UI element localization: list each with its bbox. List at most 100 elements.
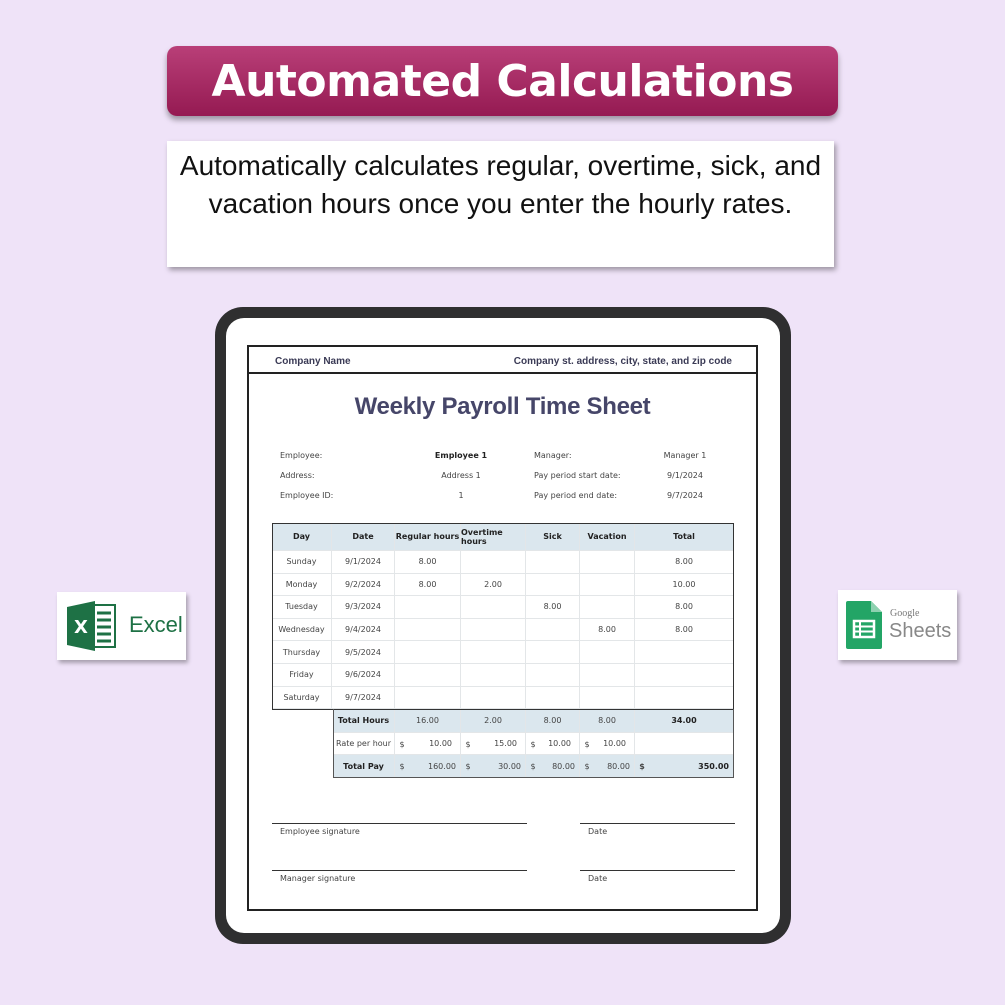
- excel-badge: X Excel: [57, 592, 186, 660]
- employee-value: Employee 1: [434, 451, 488, 460]
- sheets-label: Sheets: [889, 620, 952, 642]
- day-cell: Tuesday: [272, 596, 332, 619]
- sheet-header: Company Name Company st. address, city, …: [249, 347, 756, 374]
- currency-symbol: $: [584, 762, 590, 771]
- hours-cell: [580, 551, 635, 574]
- hours-cell: [526, 641, 580, 664]
- hours-cell: 8.00: [395, 551, 461, 574]
- column-header: Vacation: [580, 523, 635, 551]
- column-header: Regular hours: [395, 523, 461, 551]
- date-cell: 9/1/2024: [332, 551, 395, 574]
- hours-cell: [461, 596, 526, 619]
- employee-signature-line: Employee signature: [272, 823, 527, 836]
- currency-symbol: $: [399, 739, 405, 749]
- date-cell: 9/3/2024: [332, 596, 395, 619]
- hours-cell: [395, 664, 461, 687]
- total-hours-value: 8.00: [580, 709, 635, 733]
- rate-value: 10.00: [580, 733, 635, 755]
- hours-cell: [580, 686, 635, 710]
- subtitle: Automatically calculates regular, overti…: [167, 141, 834, 267]
- timesheet: Company Name Company st. address, city, …: [247, 345, 758, 911]
- google-label: Google: [890, 608, 920, 619]
- total-hours-value: 16.00: [395, 709, 461, 733]
- hours-cell: [461, 664, 526, 687]
- start-date-label: Pay period start date:: [534, 471, 621, 480]
- manager-value: Manager 1: [663, 451, 707, 460]
- svg-text:X: X: [74, 617, 88, 638]
- hours-cell: [526, 573, 580, 597]
- employee-id-value: 1: [458, 491, 464, 500]
- employee-label: Employee:: [280, 451, 323, 460]
- banner-title: Automated Calculations: [167, 46, 838, 116]
- day-cell: Thursday: [272, 641, 332, 664]
- manager-signature-line: Manager signature: [272, 870, 527, 883]
- day-cell: Saturday: [272, 686, 332, 710]
- hours-cell: [526, 551, 580, 574]
- hours-cell: 8.00: [395, 573, 461, 597]
- hours-cell: [461, 551, 526, 574]
- currency-symbol: $: [465, 739, 471, 749]
- manager-label: Manager:: [534, 451, 572, 460]
- rate-label: Rate per hour: [333, 733, 395, 755]
- hours-cell: 2.00: [461, 573, 526, 597]
- hours-cell: [580, 664, 635, 687]
- day-cell: Wednesday: [272, 618, 332, 642]
- employee-date-line: Date: [580, 823, 735, 836]
- hours-cell: 10.00: [635, 573, 734, 597]
- rate-empty: [635, 733, 734, 755]
- day-cell: Monday: [272, 573, 332, 597]
- day-cell: Friday: [272, 664, 332, 687]
- hours-cell: [635, 664, 734, 687]
- hours-cell: [526, 686, 580, 710]
- currency-symbol: $: [639, 762, 645, 771]
- total-pay-label: Total Pay: [333, 755, 395, 778]
- end-date-label: Pay period end date:: [534, 491, 618, 500]
- hours-cell: 8.00: [635, 618, 734, 642]
- total-hours-value: 34.00: [635, 709, 734, 733]
- google-sheets-icon: [846, 601, 882, 649]
- currency-symbol: $: [530, 762, 536, 771]
- employee-id-label: Employee ID:: [280, 491, 334, 500]
- column-header: Date: [332, 523, 395, 551]
- hours-cell: [395, 686, 461, 710]
- total-hours-label: Total Hours: [333, 709, 395, 733]
- address-label: Address:: [280, 471, 315, 480]
- hours-cell: [635, 686, 734, 710]
- rate-value: 10.00: [395, 733, 461, 755]
- rate-value: 10.00: [526, 733, 580, 755]
- address-value: Address 1: [441, 471, 481, 480]
- hours-cell: [635, 641, 734, 664]
- date-cell: 9/5/2024: [332, 641, 395, 664]
- excel-icon: X: [67, 601, 116, 651]
- excel-label: Excel: [129, 612, 183, 637]
- hours-cell: [526, 618, 580, 642]
- total-hours-value: 8.00: [526, 709, 580, 733]
- hours-cell: [461, 641, 526, 664]
- hours-cell: [461, 618, 526, 642]
- day-cell: Sunday: [272, 551, 332, 574]
- currency-symbol: $: [465, 762, 471, 771]
- hours-cell: [395, 618, 461, 642]
- hours-cell: [461, 686, 526, 710]
- sheet-title: Weekly Payroll Time Sheet: [354, 393, 651, 420]
- hours-cell: 8.00: [526, 596, 580, 619]
- company-address: Company st. address, city, state, and zi…: [513, 356, 732, 367]
- currency-symbol: $: [399, 762, 405, 771]
- hours-cell: [526, 664, 580, 687]
- hours-cell: [580, 573, 635, 597]
- hours-cell: [395, 641, 461, 664]
- hours-cell: [580, 641, 635, 664]
- column-header: Sick: [526, 523, 580, 551]
- start-date-value: 9/1/2024: [667, 471, 703, 480]
- hours-cell: 8.00: [635, 596, 734, 619]
- total-hours-value: 2.00: [461, 709, 526, 733]
- column-header: Total: [635, 523, 734, 551]
- column-header: Overtime hours: [461, 523, 526, 551]
- date-cell: 9/2/2024: [332, 573, 395, 597]
- column-header: Day: [272, 523, 332, 551]
- manager-date-line: Date: [580, 870, 735, 883]
- currency-symbol: $: [584, 739, 590, 749]
- date-cell: 9/6/2024: [332, 664, 395, 687]
- rate-value: 15.00: [461, 733, 526, 755]
- end-date-value: 9/7/2024: [667, 491, 703, 500]
